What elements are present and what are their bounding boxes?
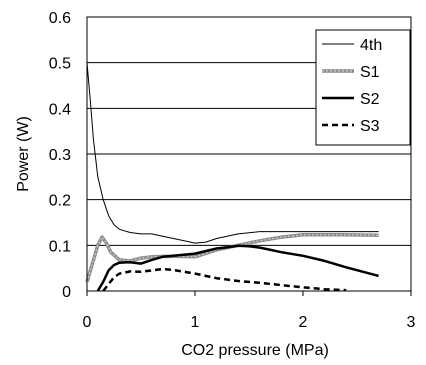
x-tick-label: 3 — [407, 314, 416, 331]
series-s2-line — [98, 246, 379, 291]
x-tick-label: 0 — [83, 314, 92, 331]
legend-label-s2: S2 — [360, 91, 380, 108]
x-tick-label: 1 — [191, 314, 200, 331]
legend-label-4th: 4th — [360, 37, 382, 54]
legend-label-s3: S3 — [360, 118, 380, 135]
y-tick-label: 0.4 — [49, 101, 71, 118]
y-tick-label: 0.3 — [49, 147, 71, 164]
legend-label-s1: S1 — [360, 64, 380, 81]
y-axis-title: Power (W) — [15, 116, 32, 192]
x-axis-title: CO2 pressure (MPa) — [181, 342, 329, 359]
y-tick-label: 0 — [62, 284, 71, 301]
legend: 4th S1 S2 S3 — [316, 30, 410, 145]
series-s1-line — [87, 235, 379, 282]
y-tick-label: 0.1 — [49, 238, 71, 255]
y-tick-label: 0.5 — [49, 56, 71, 73]
y-tick-label: 0.2 — [49, 193, 71, 210]
x-tick-label: 2 — [299, 314, 308, 331]
y-tick-label: 0.6 — [49, 10, 71, 27]
series-s1-line-overlay — [87, 235, 379, 282]
series-s3-line — [103, 269, 346, 291]
